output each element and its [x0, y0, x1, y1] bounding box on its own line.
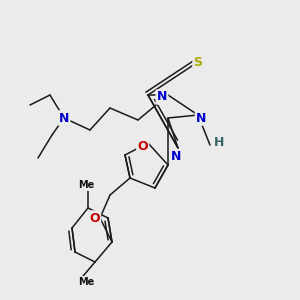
- Text: Me: Me: [78, 277, 94, 287]
- Text: N: N: [196, 112, 206, 124]
- Text: S: S: [194, 56, 202, 68]
- Text: H: H: [214, 136, 224, 149]
- Text: O: O: [137, 140, 148, 153]
- Text: O: O: [89, 212, 100, 224]
- Text: N: N: [171, 150, 181, 163]
- Text: Me: Me: [78, 180, 94, 190]
- Text: N: N: [157, 91, 167, 103]
- Text: N: N: [59, 112, 69, 124]
